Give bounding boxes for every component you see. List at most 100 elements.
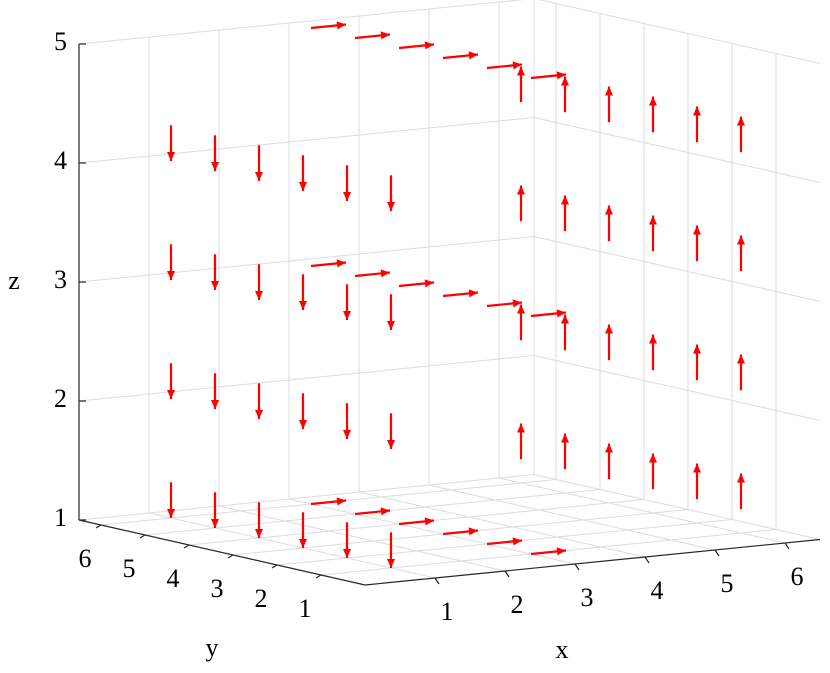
- vector-head: [605, 205, 613, 215]
- vector: [255, 502, 263, 538]
- grid-line: [428, 484, 716, 551]
- vector-head: [468, 527, 478, 536]
- vector-head: [649, 96, 657, 106]
- vector: [211, 254, 219, 290]
- grid-line: [533, 117, 821, 183]
- vector-head: [211, 162, 219, 171]
- y-tick: [95, 524, 102, 529]
- vector-head: [517, 66, 525, 76]
- vector-head: [167, 271, 175, 280]
- vector-head: [299, 539, 307, 548]
- vector-head: [737, 235, 745, 245]
- y-tick-label: 4: [167, 564, 180, 593]
- vector: [605, 443, 613, 480]
- vector-head: [167, 152, 175, 161]
- grid-line: [148, 512, 436, 579]
- vector: [442, 527, 479, 536]
- vector-head: [556, 71, 566, 80]
- vector-head: [255, 529, 263, 538]
- vector: [299, 274, 307, 310]
- x-tick: [714, 549, 720, 557]
- vector: [693, 344, 701, 381]
- vector-head: [468, 289, 478, 298]
- y-tick: [271, 564, 278, 569]
- vector: [693, 106, 701, 143]
- vector-head: [380, 507, 390, 516]
- vector-head: [693, 106, 701, 116]
- vector: [486, 299, 523, 308]
- y-tick: [139, 534, 146, 539]
- vector: [167, 244, 175, 280]
- vector: [310, 497, 347, 506]
- vector: [737, 116, 745, 153]
- y-axis: [78, 519, 366, 586]
- y-tick-label: 6: [79, 544, 92, 573]
- vector: [398, 517, 435, 526]
- vector-head: [649, 215, 657, 225]
- y-tick: [315, 574, 322, 579]
- vector-head: [424, 41, 434, 50]
- grid-line: [78, 0, 525, 45]
- vector-head: [167, 509, 175, 518]
- x-tick-label: 5: [721, 569, 734, 598]
- vector-head: [387, 440, 395, 449]
- vector: [530, 547, 567, 556]
- vector-head: [380, 31, 390, 40]
- vector-head: [649, 334, 657, 344]
- grid-line: [498, 477, 786, 544]
- vector: [299, 512, 307, 548]
- vector: [530, 309, 567, 318]
- grid-line: [78, 117, 535, 164]
- vector: [649, 215, 657, 252]
- x-tick-label: 6: [791, 562, 804, 591]
- vector-head: [517, 423, 525, 433]
- vector-head: [387, 559, 395, 568]
- vector-head: [424, 279, 434, 288]
- x-tick: [644, 556, 650, 564]
- vector: [605, 86, 613, 123]
- vector-head: [561, 314, 569, 324]
- grid-line: [218, 505, 506, 572]
- grid-line: [533, 474, 821, 540]
- vector: [605, 324, 613, 361]
- z-tick-label: 4: [54, 146, 67, 175]
- vector: [343, 165, 351, 201]
- y-tick-label: 2: [255, 584, 268, 613]
- vector-head: [387, 321, 395, 330]
- vector: [167, 482, 175, 518]
- vector: [310, 21, 347, 30]
- vector-head: [299, 420, 307, 429]
- vector: [517, 66, 525, 103]
- vector-head: [737, 473, 745, 483]
- vector: [737, 354, 745, 391]
- vector: [561, 195, 569, 232]
- vector-head: [605, 443, 613, 453]
- vector-head: [336, 21, 346, 30]
- grid-line: [538, 0, 821, 64]
- x-tick-label: 1: [441, 597, 454, 626]
- vector-head: [693, 344, 701, 354]
- vector-head: [336, 497, 346, 506]
- vector: [299, 393, 307, 429]
- vector-head: [468, 51, 478, 60]
- vector: [486, 537, 523, 546]
- grid-line: [78, 474, 535, 521]
- vector: [343, 403, 351, 439]
- vector-head: [693, 225, 701, 235]
- z-tick-label: 1: [54, 503, 67, 532]
- vector-head: [605, 86, 613, 96]
- z-tick-label: 5: [54, 27, 67, 56]
- vector-head: [561, 195, 569, 205]
- vector: [517, 304, 525, 341]
- vector-head: [167, 390, 175, 399]
- vector-head: [299, 182, 307, 191]
- vector-head: [343, 549, 351, 558]
- x-tick: [434, 577, 440, 585]
- grid-line: [78, 355, 535, 402]
- vector: [255, 383, 263, 419]
- vector: [649, 334, 657, 371]
- x-tick-label: 3: [581, 583, 594, 612]
- vector-head: [211, 400, 219, 409]
- vector: [442, 289, 479, 298]
- vector-head: [211, 519, 219, 528]
